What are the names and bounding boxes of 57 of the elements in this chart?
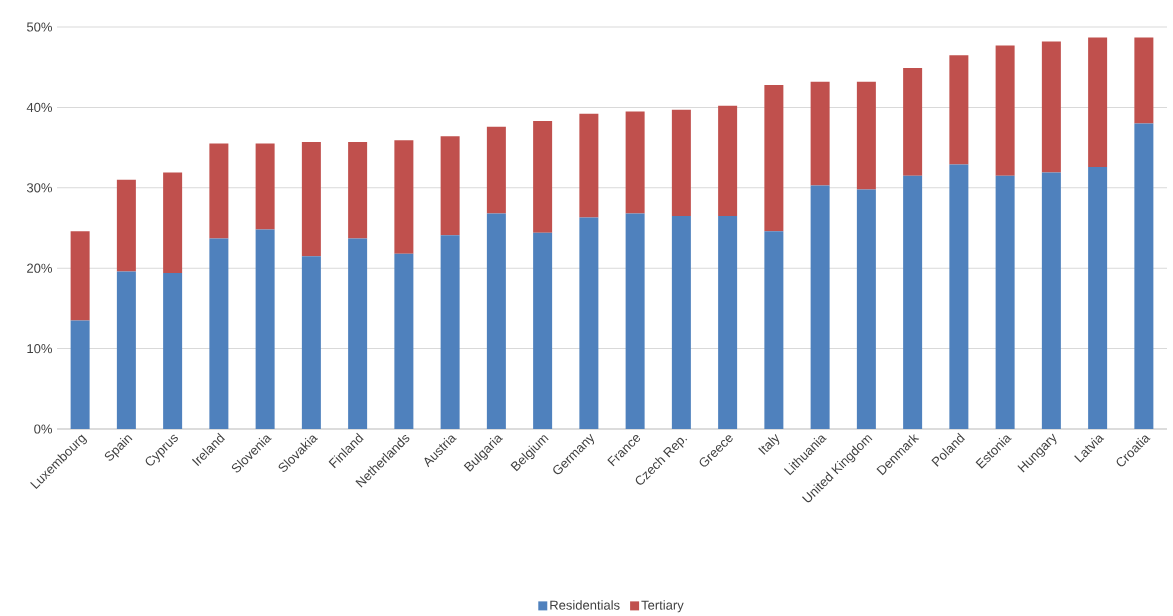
bar bbox=[995, 45, 1015, 176]
bar bbox=[764, 231, 784, 429]
bar bbox=[949, 164, 969, 429]
bar bbox=[533, 121, 553, 233]
y-tick-label: 20% bbox=[27, 263, 53, 273]
bar bbox=[1134, 123, 1154, 429]
legend-label: Residentials bbox=[550, 600, 620, 610]
bar bbox=[625, 111, 645, 214]
bar bbox=[810, 185, 830, 429]
bar bbox=[949, 55, 969, 165]
bar bbox=[764, 84, 784, 232]
bar bbox=[301, 141, 321, 257]
bar bbox=[163, 172, 183, 274]
y-tick-label: 30% bbox=[26, 183, 53, 193]
x-tick-label: Italy bbox=[758, 433, 780, 455]
bar bbox=[1088, 37, 1108, 167]
bar bbox=[348, 238, 368, 429]
bar bbox=[1088, 166, 1108, 429]
bar bbox=[301, 256, 321, 429]
bar bbox=[70, 231, 90, 321]
bar bbox=[255, 229, 275, 429]
y-tick-label: 10% bbox=[27, 343, 53, 354]
bar bbox=[486, 126, 506, 214]
bar bbox=[394, 253, 414, 429]
bar bbox=[718, 105, 738, 216]
bar bbox=[995, 175, 1015, 429]
bar bbox=[671, 215, 691, 429]
y-tick-label: 50% bbox=[26, 22, 53, 32]
y-tick-label: 0% bbox=[34, 424, 53, 434]
bar bbox=[440, 136, 460, 236]
bar bbox=[209, 143, 229, 239]
bar bbox=[1041, 41, 1061, 173]
bar bbox=[718, 215, 738, 429]
bar bbox=[1134, 37, 1154, 124]
bar bbox=[394, 140, 414, 254]
bar bbox=[486, 213, 506, 429]
bar bbox=[440, 235, 460, 429]
bar bbox=[856, 81, 876, 190]
legend-label: Tertiary bbox=[641, 600, 684, 613]
bar bbox=[116, 271, 136, 429]
bar bbox=[70, 320, 90, 429]
bar bbox=[209, 238, 229, 429]
bar bbox=[533, 232, 553, 429]
bar bbox=[116, 179, 136, 272]
bar bbox=[903, 175, 923, 429]
y-tick-label: 40% bbox=[26, 102, 53, 112]
bar bbox=[348, 141, 368, 239]
bar bbox=[903, 68, 923, 176]
bar bbox=[625, 213, 645, 429]
bar bbox=[1041, 172, 1061, 429]
bar bbox=[856, 189, 876, 429]
bar bbox=[255, 143, 275, 230]
bar bbox=[810, 81, 830, 186]
bar bbox=[163, 273, 183, 429]
bar bbox=[579, 217, 599, 429]
bar bbox=[579, 113, 599, 218]
bar bbox=[671, 109, 691, 216]
